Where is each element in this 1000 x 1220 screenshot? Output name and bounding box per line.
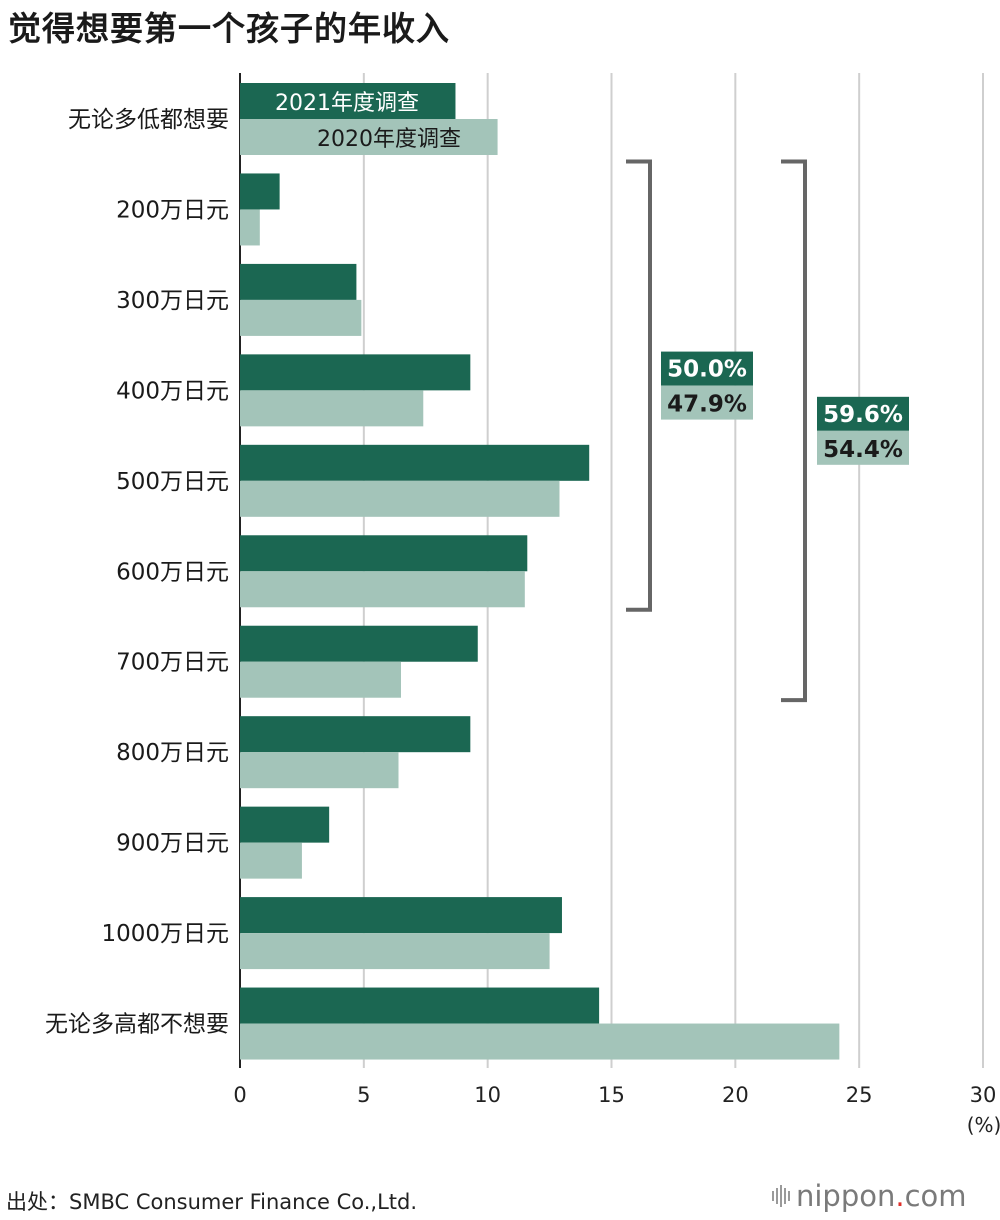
x-tick-label: 15 xyxy=(598,1083,625,1107)
annotations: 50.0% 47.9% 59.6% 54.4% xyxy=(626,159,909,703)
annotation-label-2021: 50.0% xyxy=(667,357,747,383)
bar-2021 xyxy=(240,83,456,119)
bar-2020 xyxy=(240,842,302,879)
source-note: 出处：SMBC Consumer Finance Co.,Ltd. xyxy=(6,1190,418,1214)
bar-chart: 2021年度调查 2020年度调查 无论多低都想要 200万日元 300万日元 400万… xyxy=(45,73,1000,1137)
logo-name: nippon xyxy=(796,1179,896,1213)
legend-2020: 2020年度调查 xyxy=(317,127,461,152)
bar-2020 xyxy=(240,299,362,336)
category-label: 无论多高都不想要 xyxy=(45,1012,229,1038)
annotation-box-2021 xyxy=(661,351,753,386)
bar-2021 xyxy=(240,263,357,300)
bar-2021 xyxy=(240,535,528,572)
bar-2020 xyxy=(240,752,399,789)
x-tick-label: 5 xyxy=(357,1083,370,1107)
x-tick-label: 25 xyxy=(846,1083,873,1107)
bar-2021 xyxy=(240,354,471,391)
x-tick-label: 0 xyxy=(233,1083,246,1107)
category-label: 700万日元 xyxy=(116,650,229,676)
bar-2021 xyxy=(240,897,562,934)
annotation-label-2020: 47.9% xyxy=(667,392,747,418)
bar-2021 xyxy=(240,444,590,481)
bar-2021 xyxy=(240,806,330,843)
bar-2020 xyxy=(240,571,525,608)
annotation-label-2021: 59.6% xyxy=(823,402,903,428)
bar-2020 xyxy=(240,209,260,246)
logo-wave-icon xyxy=(772,1185,790,1207)
x-unit-label: (%) xyxy=(967,1113,1000,1137)
annotation-box-2020 xyxy=(817,430,909,465)
x-tick-label: 30 xyxy=(970,1083,997,1107)
category-label: 600万日元 xyxy=(116,559,229,585)
bar-2021 xyxy=(240,173,280,210)
bars-layer: 2021年度调查 2020年度调查 xyxy=(240,83,840,1060)
logo-dot: . xyxy=(895,1179,905,1213)
bar-2021 xyxy=(240,625,478,662)
bracket xyxy=(626,159,652,612)
bar-2021 xyxy=(240,716,471,753)
x-tick-labels: 0 5 10 15 20 25 30 (%) xyxy=(233,1083,1000,1137)
category-label: 400万日元 xyxy=(116,378,229,404)
bar-2020 xyxy=(240,480,560,517)
x-tick-label: 20 xyxy=(722,1083,749,1107)
category-labels: 无论多低都想要 200万日元 300万日元 400万日元 500万日元 600万日元 700… xyxy=(45,107,229,1038)
bar-2020 xyxy=(240,661,401,698)
category-label: 1000万日元 xyxy=(101,921,229,947)
annotation-label-2020: 54.4% xyxy=(823,437,903,463)
annotation-box-2020 xyxy=(661,385,753,420)
legend-2021: 2021年度调查 xyxy=(275,91,419,116)
category-label: 800万日元 xyxy=(116,740,229,766)
x-tick-label: 10 xyxy=(474,1083,501,1107)
bar-2020 xyxy=(240,933,550,970)
nippon-logo: nippon. com xyxy=(772,1176,967,1216)
category-label: 无论多低都想要 xyxy=(68,107,229,133)
category-label: 500万日元 xyxy=(116,469,229,495)
logo-suffix: com xyxy=(904,1179,967,1213)
chart-title: 觉得想要第一个孩子的年收入 xyxy=(8,9,450,48)
category-label: 200万日元 xyxy=(116,197,229,223)
category-label: 300万日元 xyxy=(116,288,229,314)
annotation-box-2021 xyxy=(817,396,909,431)
bar-2020 xyxy=(240,390,424,427)
bracket xyxy=(781,159,807,703)
category-label: 900万日元 xyxy=(116,831,229,857)
bar-2021 xyxy=(240,987,600,1024)
bar-2020 xyxy=(240,119,498,155)
bar-2020 xyxy=(240,1023,840,1060)
